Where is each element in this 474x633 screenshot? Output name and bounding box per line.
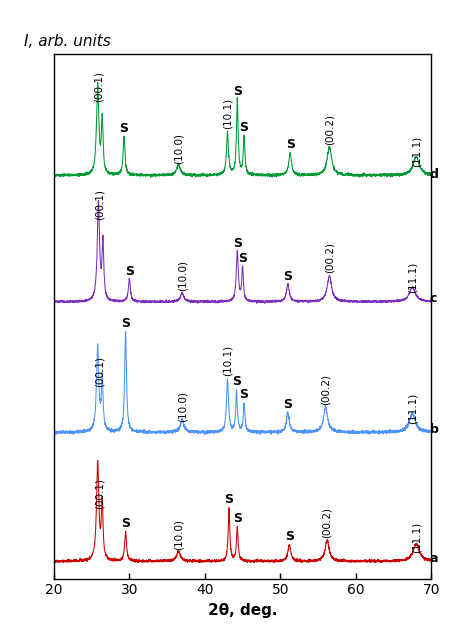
Text: (00.2): (00.2)	[322, 507, 332, 538]
Text: S: S	[119, 122, 128, 135]
Text: a: a	[430, 551, 438, 565]
Text: S: S	[239, 389, 248, 401]
Text: (10.1): (10.1)	[222, 97, 232, 128]
Text: b: b	[430, 423, 438, 436]
Text: (00.1): (00.1)	[94, 189, 104, 220]
Text: (11.1): (11.1)	[408, 393, 418, 424]
Text: (11.1): (11.1)	[408, 262, 418, 293]
Text: (00.2): (00.2)	[324, 242, 334, 273]
Text: S: S	[283, 398, 292, 411]
Text: (00.1): (00.1)	[93, 72, 103, 103]
Text: (00.1): (00.1)	[94, 478, 104, 509]
Text: d: d	[430, 168, 438, 181]
Text: (00.2): (00.2)	[320, 374, 330, 405]
Text: (10.0): (10.0)	[173, 134, 183, 165]
Text: S: S	[125, 265, 134, 279]
Text: S: S	[233, 85, 242, 98]
Text: (11.1): (11.1)	[411, 136, 421, 167]
Text: (00.1): (00.1)	[94, 356, 104, 387]
Text: S: S	[232, 375, 241, 389]
Text: S: S	[238, 252, 247, 265]
Text: S: S	[225, 493, 234, 506]
Text: (11.1): (11.1)	[411, 522, 421, 553]
Text: (10.0): (10.0)	[173, 519, 183, 550]
Text: S: S	[239, 120, 248, 134]
Text: S: S	[233, 237, 242, 249]
Text: (10.0): (10.0)	[177, 391, 187, 422]
X-axis label: 2θ, deg.: 2θ, deg.	[208, 603, 277, 618]
Text: (10.1): (10.1)	[222, 345, 232, 376]
Text: S: S	[121, 317, 130, 330]
Text: S: S	[233, 512, 242, 525]
Text: (00.2): (00.2)	[324, 114, 334, 145]
Text: S: S	[286, 138, 295, 151]
Text: I, arb. units: I, arb. units	[24, 34, 110, 49]
Text: (10.0): (10.0)	[177, 260, 187, 291]
Text: S: S	[121, 517, 130, 530]
Text: c: c	[430, 292, 437, 304]
Text: S: S	[283, 270, 292, 282]
Text: S: S	[285, 530, 294, 543]
